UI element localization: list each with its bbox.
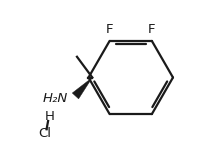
Text: F: F xyxy=(106,23,113,36)
Text: Cl: Cl xyxy=(38,127,51,140)
Text: H: H xyxy=(44,110,54,123)
Text: H₂N: H₂N xyxy=(42,92,68,105)
Polygon shape xyxy=(72,78,92,99)
Text: F: F xyxy=(148,23,156,36)
